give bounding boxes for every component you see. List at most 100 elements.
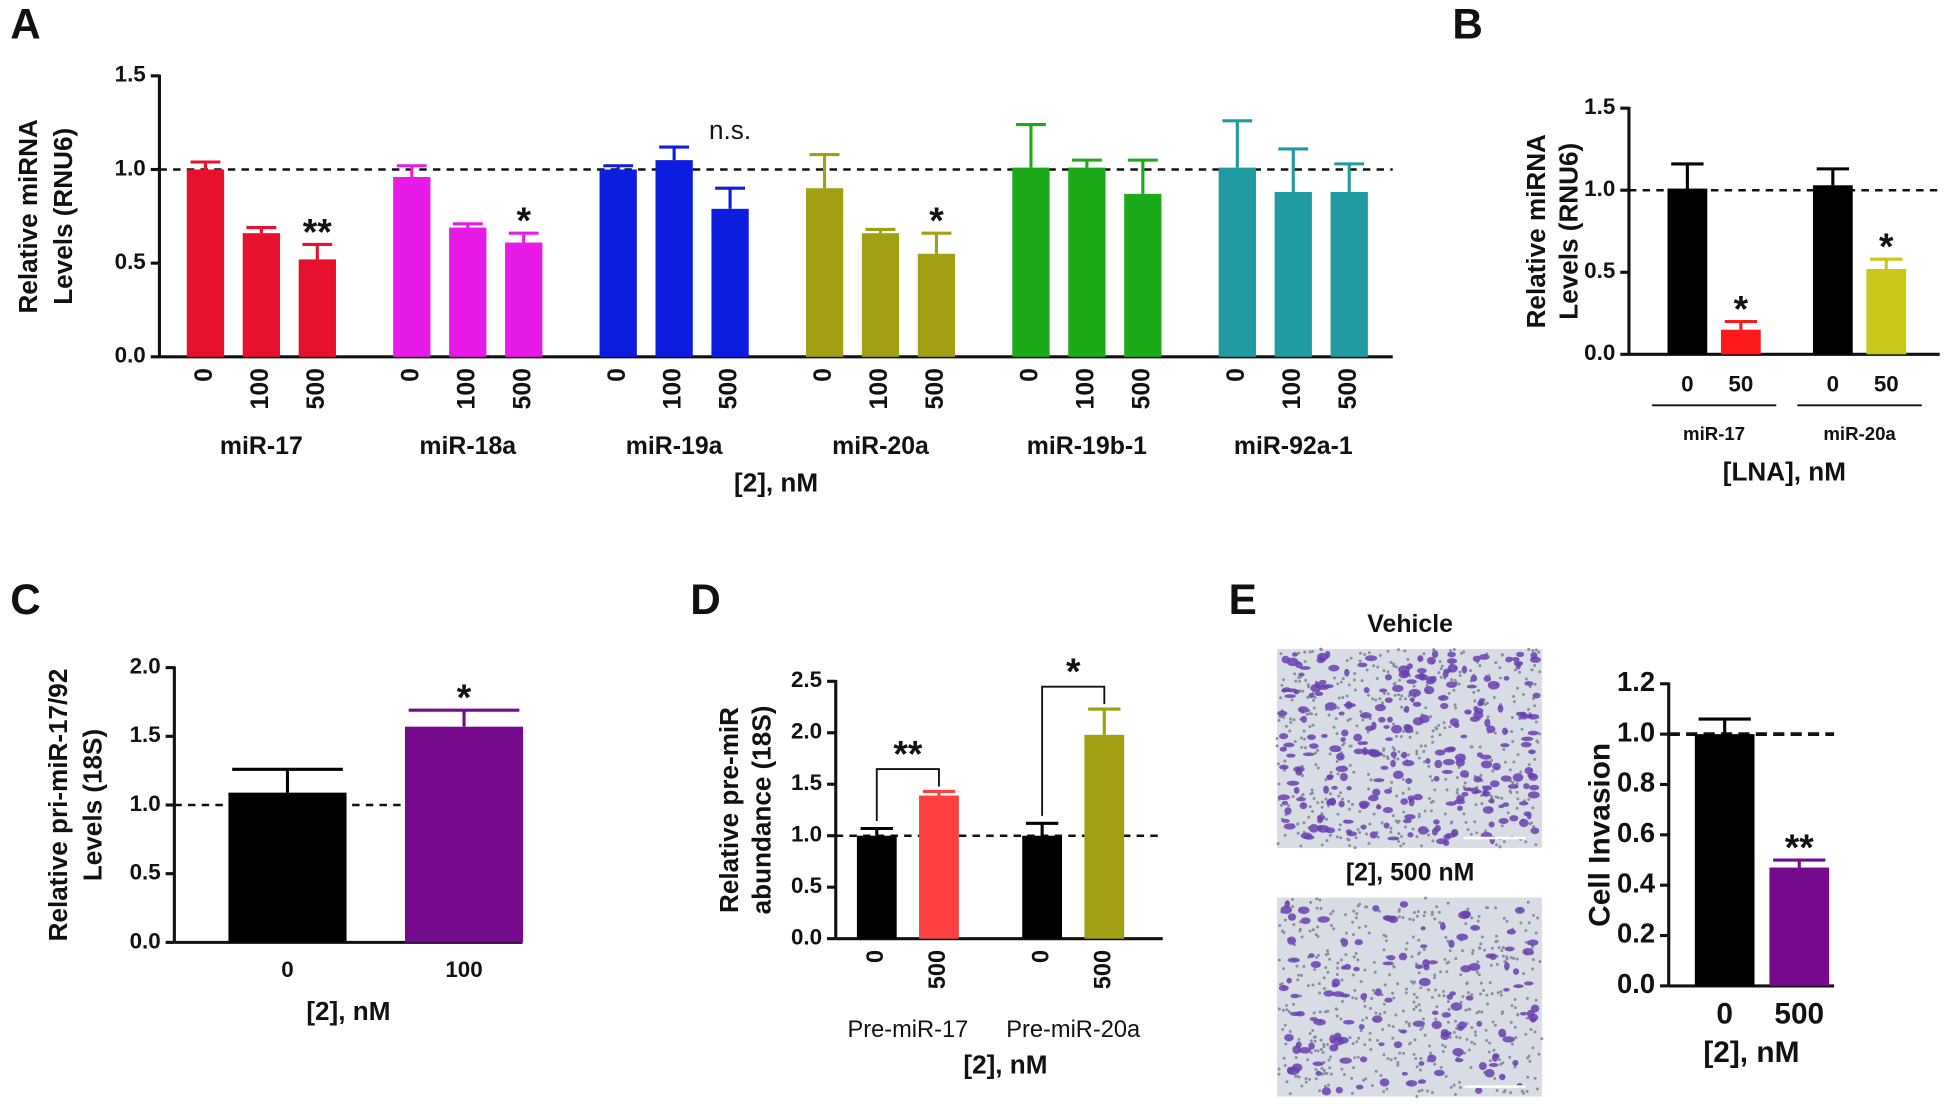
cell <box>1527 772 1536 779</box>
pore <box>1351 933 1355 937</box>
pore <box>1323 1010 1327 1014</box>
cell <box>1312 1061 1324 1067</box>
cell <box>1518 801 1529 806</box>
pore <box>1493 1077 1497 1080</box>
pore <box>1355 912 1359 916</box>
pore <box>1306 984 1310 988</box>
significance-label: * <box>1734 287 1749 329</box>
pore <box>1453 703 1457 707</box>
pore <box>1339 791 1343 795</box>
cell <box>1480 760 1493 769</box>
cell <box>1342 819 1354 824</box>
pore <box>1412 684 1416 688</box>
pore <box>1350 1091 1354 1095</box>
cell <box>1308 1042 1315 1050</box>
pore <box>1426 1089 1430 1093</box>
pore <box>1336 772 1340 776</box>
cell <box>1433 1069 1445 1077</box>
cell <box>1489 798 1495 804</box>
cell <box>1398 952 1408 961</box>
y-tick-label: 1.5 <box>130 722 161 747</box>
cell <box>1281 818 1290 823</box>
pore <box>1412 911 1416 915</box>
pore <box>1312 1011 1316 1015</box>
cell <box>1399 1029 1408 1034</box>
pore <box>1434 1017 1438 1021</box>
pore <box>1411 935 1415 939</box>
pore <box>1471 948 1475 952</box>
x-tick-label: 0 <box>281 957 293 982</box>
pore <box>1502 747 1506 751</box>
pore <box>1475 970 1479 974</box>
cell <box>1497 704 1504 713</box>
pore <box>1398 678 1402 682</box>
cell <box>1492 762 1501 771</box>
pore <box>1397 832 1401 836</box>
pore <box>1491 1020 1495 1024</box>
pore <box>1495 1088 1499 1092</box>
pore <box>1381 1028 1385 1032</box>
cell <box>1463 787 1474 792</box>
cell <box>1450 1002 1463 1011</box>
pore <box>1368 822 1372 826</box>
cell <box>1335 1086 1343 1094</box>
cell <box>1354 939 1363 946</box>
pore <box>1302 964 1306 968</box>
pore <box>1411 827 1415 831</box>
pore <box>1308 1077 1312 1081</box>
pore <box>1448 949 1452 953</box>
pore <box>1416 910 1420 914</box>
panel-label: C <box>10 576 41 623</box>
pore <box>1529 1028 1533 1032</box>
pore <box>1294 1074 1298 1078</box>
cell <box>1400 798 1408 805</box>
pore <box>1503 760 1507 764</box>
cell <box>1317 916 1330 923</box>
y-tick-label: 1.5 <box>1584 94 1615 119</box>
cell <box>1302 752 1315 757</box>
pore <box>1452 688 1456 692</box>
y-tick-label: 0.0 <box>1617 968 1655 999</box>
pore <box>1331 909 1335 913</box>
cell <box>1442 758 1455 766</box>
pore <box>1336 966 1340 970</box>
pore <box>1494 906 1498 910</box>
pore <box>1419 1027 1423 1031</box>
pore <box>1442 990 1446 993</box>
pore <box>1400 835 1404 839</box>
pore <box>1315 897 1319 901</box>
pore <box>1325 839 1329 843</box>
pore <box>1527 763 1531 767</box>
cell <box>1488 821 1495 828</box>
cell <box>1314 1018 1326 1026</box>
pore <box>1335 759 1339 763</box>
pore <box>1348 744 1352 748</box>
pore <box>1535 1087 1539 1091</box>
pore <box>1291 905 1295 909</box>
pore <box>1479 773 1483 777</box>
pore <box>1448 725 1452 729</box>
pore <box>1474 803 1478 807</box>
pore <box>1464 922 1468 926</box>
pore <box>1376 1038 1380 1042</box>
pore <box>1412 1007 1416 1011</box>
pore <box>1279 652 1283 656</box>
pore <box>1277 782 1281 786</box>
pore <box>1475 831 1479 835</box>
cell <box>1447 651 1456 658</box>
significance-bracket <box>1041 685 1106 816</box>
pore <box>1372 664 1376 668</box>
pore <box>1391 746 1395 750</box>
pore <box>1339 958 1343 962</box>
cell <box>1513 984 1524 989</box>
pore <box>1347 799 1351 803</box>
pore <box>1340 999 1344 1003</box>
pore <box>1336 961 1340 965</box>
cell <box>1392 684 1404 693</box>
pore <box>1298 679 1302 683</box>
cell <box>1405 1080 1418 1087</box>
pore <box>1509 1091 1513 1095</box>
cell <box>1353 966 1360 972</box>
x-axis-label: [2], nM <box>306 996 390 1026</box>
cell <box>1307 734 1316 740</box>
